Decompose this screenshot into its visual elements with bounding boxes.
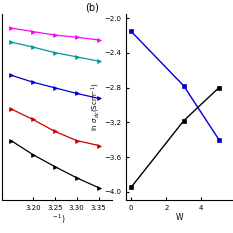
Text: (b): (b) bbox=[85, 2, 99, 12]
X-axis label: W: W bbox=[176, 213, 183, 222]
X-axis label:   $^{-1}$): $^{-1}$) bbox=[48, 213, 66, 226]
Y-axis label: ln $\sigma_{dc}$(Scm$^{-1}$): ln $\sigma_{dc}$(Scm$^{-1}$) bbox=[90, 83, 103, 131]
